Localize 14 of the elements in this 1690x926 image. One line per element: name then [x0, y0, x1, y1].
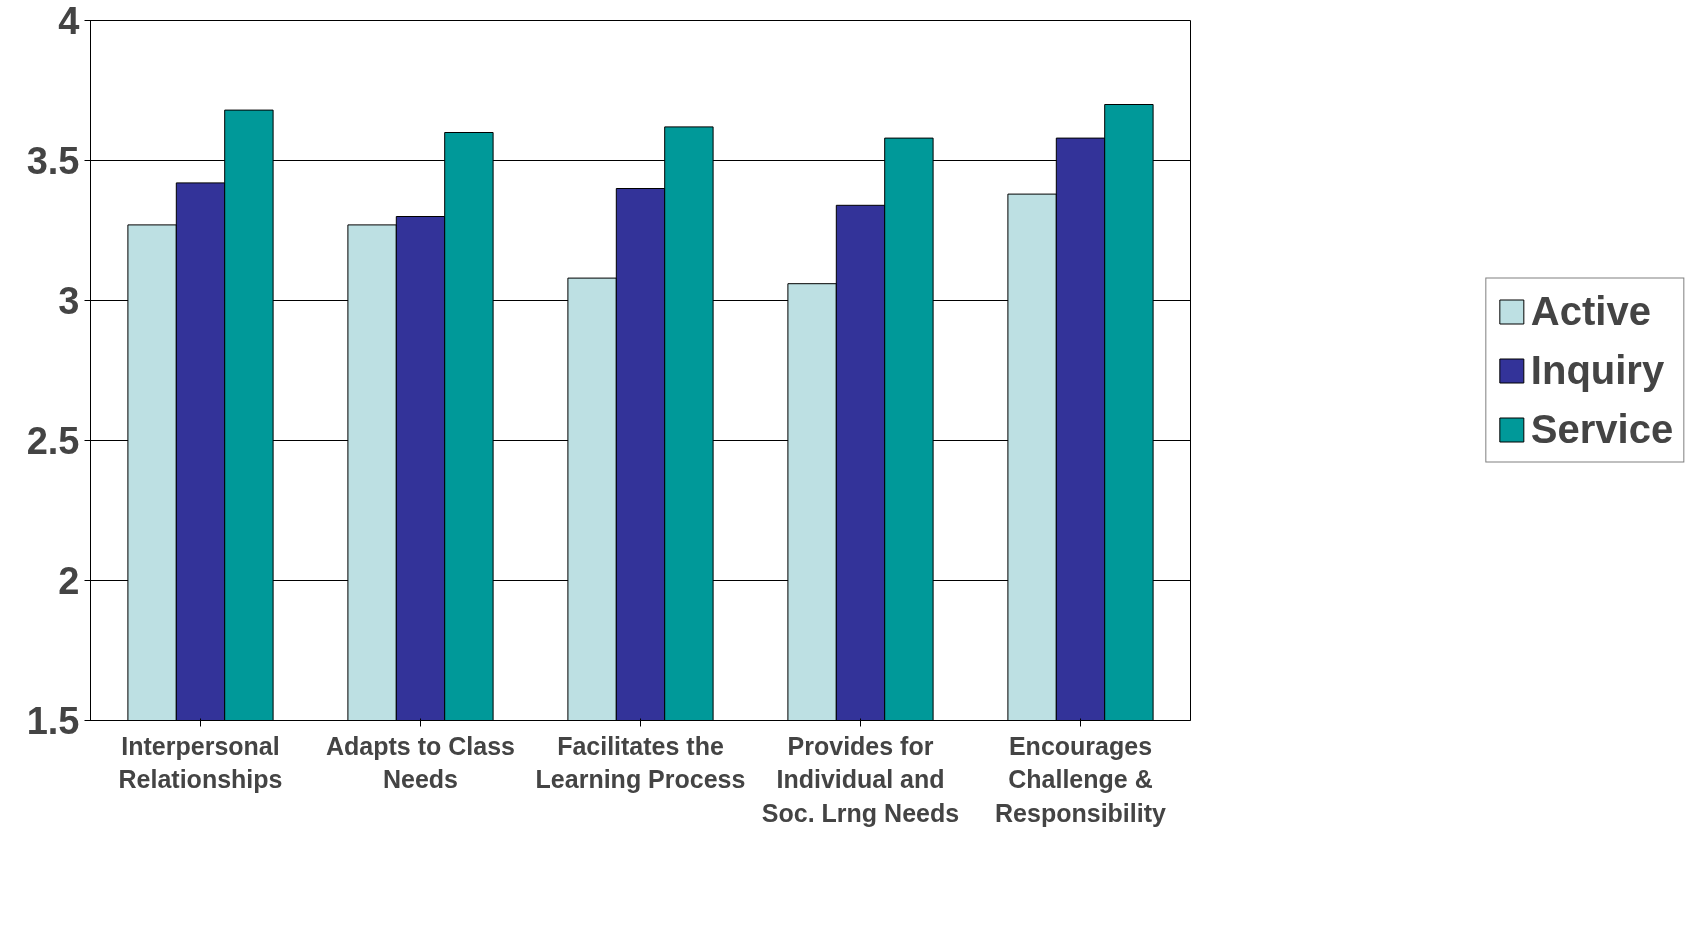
- legend-label: Inquiry: [1530, 347, 1665, 393]
- x-tick-label: Adapts to Class Needs: [326, 731, 515, 794]
- y-tick-label: 2: [58, 560, 80, 602]
- x-tick-label: Facilitates the Learning Process: [535, 731, 746, 794]
- y-tick-label: 2.5: [26, 420, 80, 462]
- legend-label: Service: [1530, 406, 1674, 452]
- y-tick-label: 3.5: [26, 140, 80, 182]
- x-tick-label: Encourages Challenge & Responsibility: [995, 731, 1167, 827]
- x-tick-label: Provides for Individual and Soc. Lrng Needs: [761, 731, 960, 827]
- y-tick-label: 4: [58, 0, 80, 42]
- legend-label: Active: [1530, 288, 1651, 334]
- y-tick-label: 1.5: [26, 700, 80, 742]
- x-tick-label: Interpersonal Relationships: [118, 731, 283, 794]
- y-tick-label: 3: [58, 280, 80, 322]
